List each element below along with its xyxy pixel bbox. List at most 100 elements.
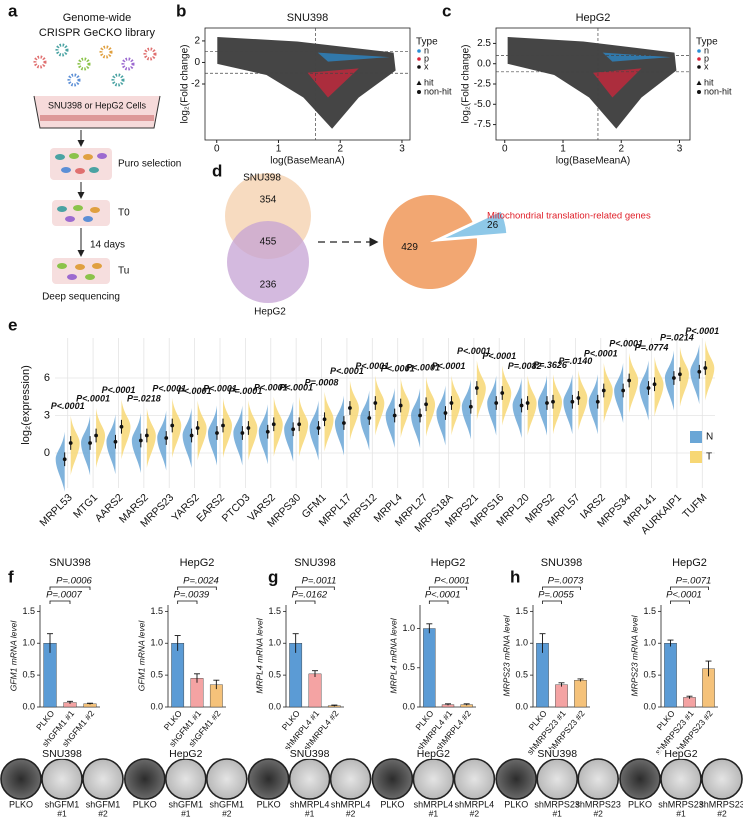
legend-label: n — [704, 45, 709, 55]
title-backdrop — [40, 749, 84, 759]
mean-point — [392, 413, 397, 418]
mean-point — [601, 388, 606, 393]
mean-point — [291, 427, 296, 432]
bar — [664, 643, 677, 708]
legend-swatch — [417, 57, 421, 61]
bar — [683, 697, 696, 708]
well-label: PLKO — [257, 799, 281, 809]
violin — [360, 390, 370, 451]
violin — [208, 405, 217, 466]
y-tick-label: 0.0 — [22, 701, 35, 711]
p-value-label: P<.0001 — [203, 384, 237, 394]
well-number: #2 — [593, 808, 603, 818]
p-value-label: P<.0001 — [425, 590, 461, 601]
p-value-label: P=.0218 — [127, 394, 161, 404]
x-tick-label: 0 — [214, 144, 220, 155]
violin — [385, 388, 395, 448]
bar — [308, 673, 322, 708]
violin — [172, 398, 182, 458]
y-tick-label: 1.0 — [402, 623, 415, 633]
legend-swatch — [690, 431, 702, 443]
violin — [233, 405, 243, 466]
mean-point — [322, 417, 327, 422]
x-tick-label: 3 — [399, 144, 405, 155]
x-tick-label: 1 — [560, 144, 566, 155]
venn-set-label: HepG2 — [254, 307, 286, 318]
error-bar — [539, 633, 546, 653]
error-bar — [426, 623, 433, 634]
mean-point — [271, 422, 276, 427]
well-label: shGFM1 — [210, 799, 245, 809]
well-number: #2 — [98, 808, 108, 818]
point-cloud-hits — [307, 68, 359, 98]
p-value-label: P=.0011 — [302, 576, 337, 587]
violin — [690, 344, 700, 405]
violin — [476, 360, 486, 421]
violin — [248, 400, 258, 461]
p-value-label: P<.0001 — [152, 384, 186, 394]
chart-title: SNU398 — [287, 12, 329, 24]
legend-label: T — [706, 452, 712, 463]
significance-bracket — [670, 600, 690, 604]
mean-point — [621, 388, 626, 393]
mean-point — [697, 369, 702, 374]
well-label: shGFM1 — [169, 799, 204, 809]
well-number: #2 — [222, 808, 232, 818]
violin — [131, 413, 141, 473]
violin — [375, 375, 385, 436]
violin — [461, 379, 471, 440]
y-tick-label: 1.0 — [515, 638, 528, 648]
violin — [258, 404, 268, 465]
error-bar — [292, 633, 299, 653]
well-label: shMRPS23 — [699, 799, 743, 809]
legend-shape — [417, 90, 421, 94]
well-number: #1 — [57, 808, 67, 818]
p-value-label: P<.0001 — [381, 364, 415, 374]
well-label: shMRPL4 — [455, 799, 495, 809]
mean-point — [652, 382, 657, 387]
violin — [106, 414, 116, 475]
p-value-label: P=.0001 — [228, 386, 262, 396]
well-label: shMRPL4 — [290, 799, 330, 809]
y-tick-label: 1.0 — [643, 638, 656, 648]
x-tick-label: PTCD3 — [220, 491, 253, 524]
violin — [588, 374, 598, 435]
y-tick-label: 1.5 — [515, 606, 528, 616]
legend-swatch — [697, 49, 701, 53]
mean-point — [678, 372, 682, 377]
well-label: PLKO — [133, 799, 157, 809]
step-box — [52, 200, 110, 226]
legend-swatch — [697, 65, 701, 69]
violin — [182, 408, 192, 468]
panel-label: h — [510, 567, 520, 586]
step-label: Tu — [118, 266, 129, 277]
y-tick-label: 0.5 — [643, 670, 656, 680]
violin — [705, 340, 715, 401]
well-number: #2 — [717, 808, 727, 818]
dish-label: SNU398 or HepG2 Cells — [48, 100, 147, 110]
x-tick-label: 2 — [337, 144, 343, 155]
mean-point — [221, 423, 225, 428]
violin — [197, 400, 207, 461]
colony-well — [619, 758, 661, 800]
chart-title: SNU398 — [294, 557, 336, 569]
y-tick-label: 0.5 — [150, 670, 163, 680]
mean-point — [373, 401, 378, 405]
mean-point — [88, 441, 92, 445]
mean-point — [398, 403, 403, 408]
venn-count: 354 — [260, 195, 277, 206]
well-label: shGFM1 — [45, 799, 80, 809]
error-bar — [705, 660, 712, 677]
p-value-label: P=.0006 — [56, 576, 92, 587]
y-axis-label: MRPS23 mRNA level — [629, 614, 639, 696]
violin — [538, 375, 547, 436]
y-tick-label: -5.0 — [474, 99, 492, 110]
p-value-label: P<.0001 — [254, 382, 288, 392]
error-bar — [667, 639, 674, 647]
mean-point — [424, 402, 428, 407]
mean-point — [551, 399, 555, 404]
colony-title: SNU398 — [537, 748, 577, 760]
colony-well — [124, 758, 166, 800]
venn-set-label: SNU398 — [243, 173, 281, 184]
